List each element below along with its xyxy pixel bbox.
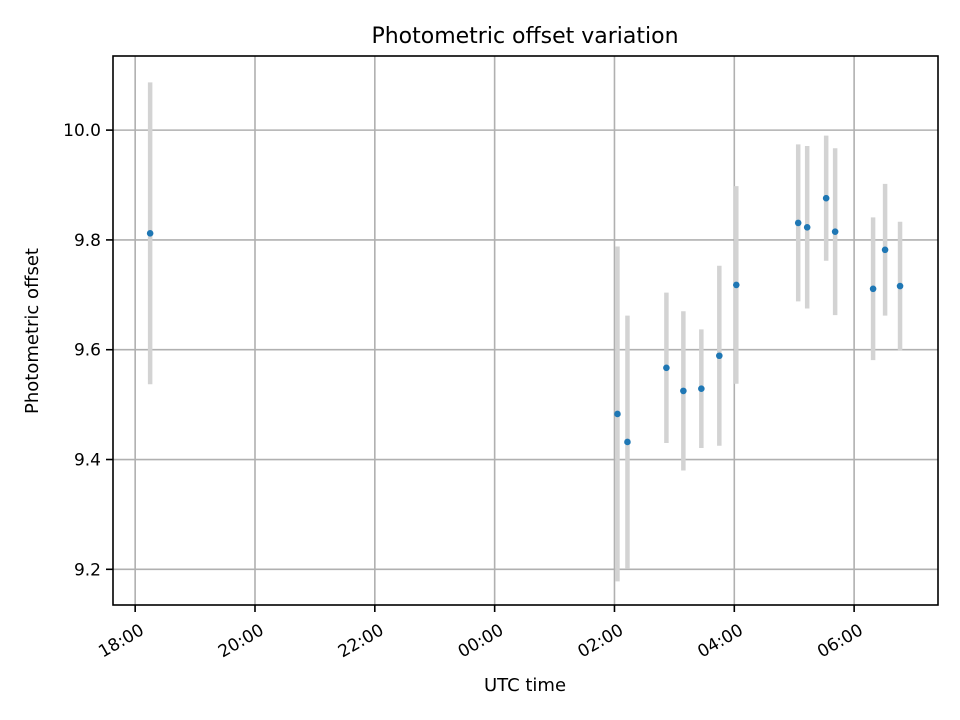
point-layer: [146, 194, 904, 446]
y-tick-label: 10.0: [63, 121, 101, 141]
y-tick-label: 9.8: [74, 231, 101, 251]
data-point: [698, 385, 705, 392]
data-point: [869, 285, 877, 293]
data-point: [831, 228, 839, 235]
chart-title: Photometric offset variation: [371, 24, 678, 49]
y-axis-label: Photometric offset: [22, 248, 43, 414]
data-point: [663, 364, 670, 372]
data-point: [716, 352, 723, 360]
data-point: [680, 387, 687, 395]
y-axis: 9.2 9.4 9.6 9.8 10.0: [63, 121, 113, 580]
y-tick-label: 9.6: [74, 341, 101, 361]
data-point: [881, 246, 889, 254]
y-tick-label: 9.4: [74, 451, 101, 471]
y-tick-label: 9.2: [74, 560, 101, 580]
data-point: [803, 223, 811, 231]
data-point: [624, 438, 631, 446]
plot-frame: [112, 55, 939, 606]
x-axis-label: UTC time: [484, 675, 566, 696]
data-point: [896, 282, 904, 290]
data-point: [146, 230, 154, 237]
data-point: [794, 219, 802, 227]
data-point: [822, 194, 830, 202]
data-point: [614, 410, 621, 418]
data-point: [732, 281, 740, 289]
